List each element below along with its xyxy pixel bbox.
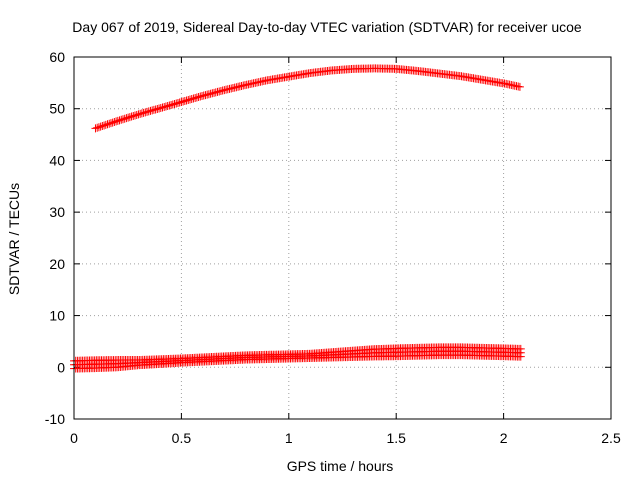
data-point — [515, 82, 524, 91]
data-point — [118, 115, 127, 124]
y-tick-label: 40 — [49, 152, 65, 168]
data-point — [131, 111, 140, 120]
data-point — [120, 114, 129, 123]
data-point — [108, 118, 117, 127]
data-layer — [70, 64, 525, 373]
y-tick-label: -10 — [45, 411, 65, 427]
x-axis-label: GPS time / hours — [287, 458, 394, 474]
data-point — [132, 110, 141, 119]
data-point — [105, 119, 114, 128]
y-tick-label: 60 — [49, 49, 65, 65]
x-tick-label: 2.5 — [601, 430, 621, 446]
data-point — [110, 117, 119, 126]
data-point — [96, 122, 105, 131]
data-point — [117, 115, 126, 124]
data-point — [103, 120, 112, 129]
chart-title: Day 067 of 2019, Sidereal Day-to-day VTE… — [72, 19, 582, 35]
data-point — [127, 112, 136, 121]
data-point — [125, 113, 134, 122]
y-tick-label: 50 — [49, 101, 65, 117]
y-tick-label: 0 — [57, 359, 65, 375]
x-tick-label: 0.5 — [172, 430, 192, 446]
y-tick-label: 30 — [49, 204, 65, 220]
x-tick-label: 0 — [70, 430, 78, 446]
data-point — [106, 119, 115, 128]
plot-frame — [73, 56, 612, 420]
data-point — [516, 352, 525, 361]
data-point — [98, 122, 107, 131]
y-tick-label: 10 — [49, 308, 65, 324]
data-point — [122, 114, 131, 123]
data-point — [94, 123, 103, 132]
data-point — [112, 117, 121, 126]
y-axis-label: SDTVAR / TECUs — [6, 183, 22, 295]
data-point — [93, 123, 102, 132]
data-point — [101, 120, 110, 129]
data-point — [100, 121, 109, 130]
y-tick-label: 20 — [49, 256, 65, 272]
x-tick-label: 2 — [500, 430, 508, 446]
data-point — [115, 116, 124, 125]
grid-layer — [74, 57, 611, 419]
data-point — [113, 116, 122, 125]
data-point — [129, 112, 138, 121]
x-tick-label: 1 — [285, 430, 293, 446]
data-point — [124, 113, 133, 122]
x-tick-label: 1.5 — [386, 430, 406, 446]
data-point — [91, 124, 100, 133]
